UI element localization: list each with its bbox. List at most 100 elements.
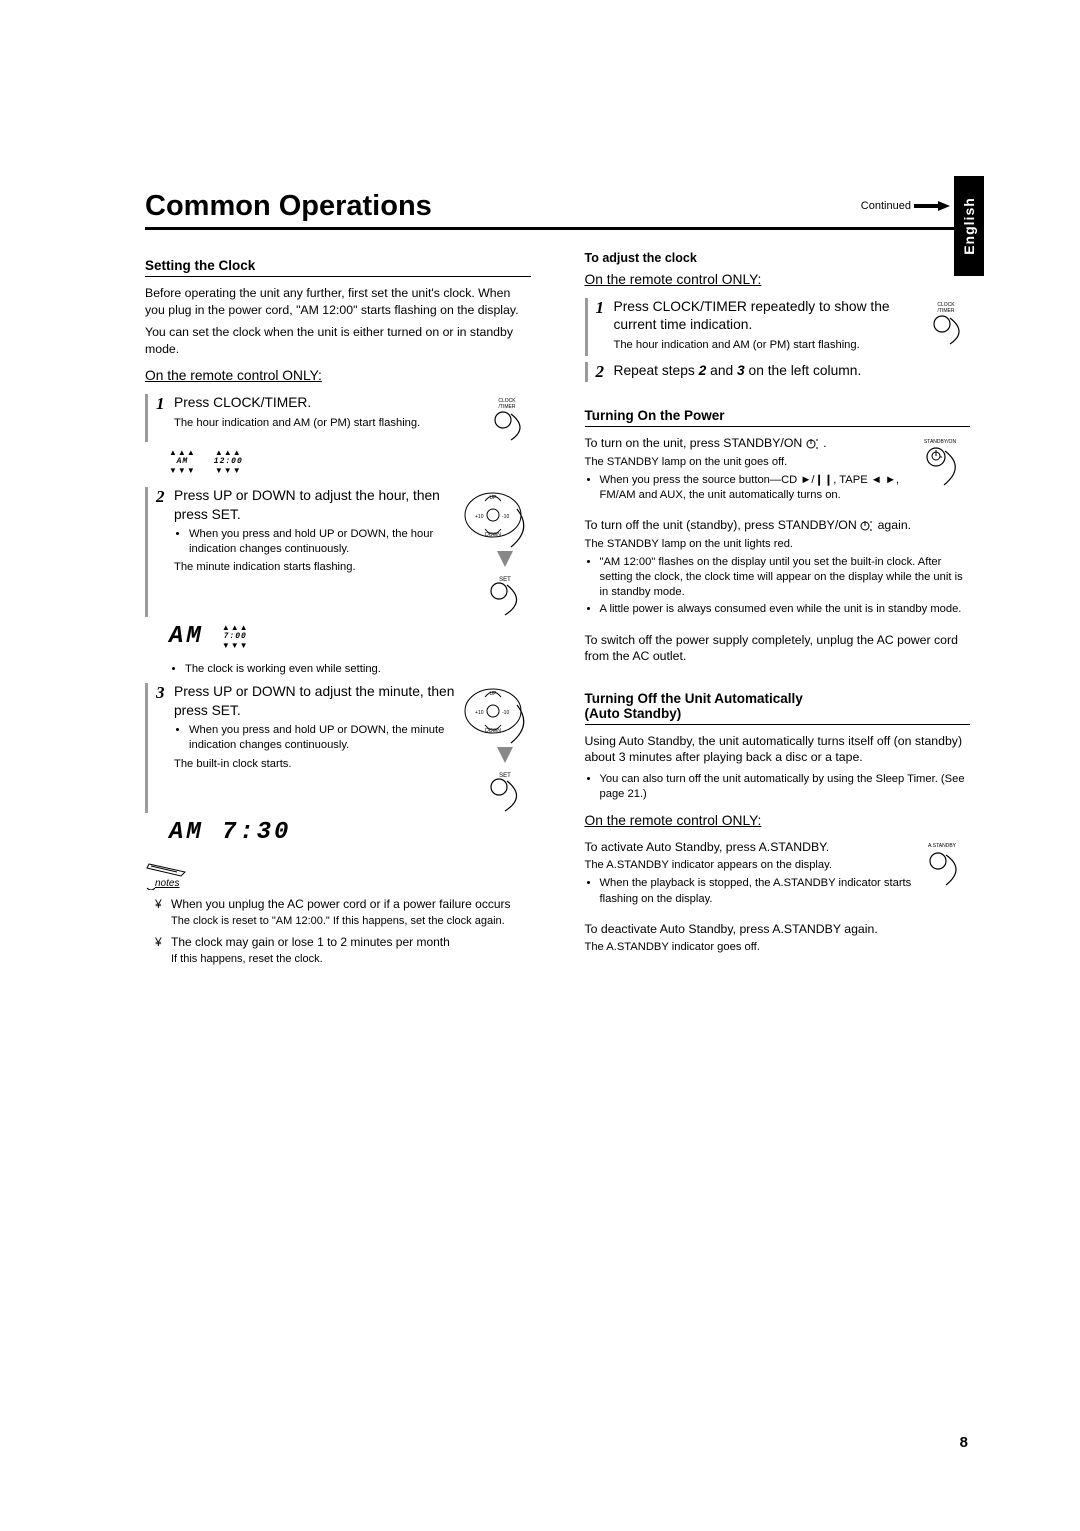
note-2: ¥The clock may gain or lose 1 to 2 minut… xyxy=(155,935,531,949)
step-1-body: CLOCK /TIMER Press CLOCK/TIMER. The hour… xyxy=(174,394,531,442)
r-step-2-lead: Repeat steps 2 and 3 on the left column. xyxy=(614,362,971,381)
clock-intro-2: You can set the clock when the unit is e… xyxy=(145,324,531,357)
svg-text:STANDBY/ON: STANDBY/ON xyxy=(924,439,957,445)
step-1-lead: Press CLOCK/TIMER. xyxy=(174,394,531,413)
power-on-p1: To turn on the unit, press STANDBY/ON . xyxy=(585,435,971,452)
setting-clock-heading: Setting the Clock xyxy=(145,258,531,273)
auto-b2: When the playback is stopped, the A.STAN… xyxy=(600,876,971,906)
left-column: Setting the Clock Before operating the u… xyxy=(145,244,531,973)
auto-activate: To activate Auto Standby, press A.STANDB… xyxy=(585,839,971,856)
r-step-1-sub: The hour indication and AM (or PM) start… xyxy=(614,338,971,353)
page-title: Common Operations xyxy=(145,190,970,223)
btn-label2: /TIMER xyxy=(498,404,515,410)
digits-indicator: ▲▲▲AM▼▼▼ xyxy=(169,448,196,475)
pob2: A little power is always consumed even w… xyxy=(600,602,971,617)
auto-b1: You can also turn off the unit automatic… xyxy=(600,772,971,802)
svg-text:-10: -10 xyxy=(502,514,509,520)
columns: Setting the Clock Before operating the u… xyxy=(145,244,970,973)
svg-text:A.STANDBY: A.STANDBY xyxy=(928,843,957,849)
svg-text:-10: -10 xyxy=(502,710,509,716)
step-2-body: UP DOWN +10 -10 SET Press UP or DOWN to xyxy=(174,487,531,617)
power-icon xyxy=(806,438,820,450)
digits-indicator: ▲▲▲7:00▼▼▼ xyxy=(222,623,249,650)
pencil-notes-icon: notes xyxy=(145,860,195,890)
svg-text:SET: SET xyxy=(499,773,511,779)
turning-on-heading: Turning On the Power xyxy=(585,408,971,423)
svg-text:notes: notes xyxy=(155,878,179,889)
r-step-1-body: CLOCK /TIMER Press CLOCK/TIMER repeatedl… xyxy=(614,298,971,356)
svg-text:+10: +10 xyxy=(475,710,484,716)
t: To turn off the unit (standby), press ST… xyxy=(585,518,861,532)
notes-list: ¥When you unplug the AC power cord or if… xyxy=(145,897,531,967)
power-off-p1: To turn off the unit (standby), press ST… xyxy=(585,517,971,534)
note-1: ¥When you unplug the AC power cord or if… xyxy=(155,897,531,911)
step-1: 1 CLOCK /TIMER Press CLOCK/TIMER. The ho… xyxy=(145,394,531,442)
svg-text:SET: SET xyxy=(499,577,511,583)
switch-off-p: To switch off the power supply completel… xyxy=(585,632,971,665)
seg-am-1: AM xyxy=(169,457,196,466)
yen-mark: ¥ xyxy=(155,897,171,911)
note-2-sub: If this happens, reset the clock. xyxy=(171,952,531,967)
h2-rule-2 xyxy=(585,426,971,427)
note-2-text: The clock may gain or lose 1 to 2 minute… xyxy=(171,935,450,949)
seg-am-3: AM xyxy=(169,819,204,846)
step-2: 2 UP DOWN +10 -10 SET xyxy=(145,487,531,617)
auto-bullets-1: You can also turn off the unit automatic… xyxy=(600,772,971,802)
r-step-num-1: 1 xyxy=(596,298,614,356)
clock-intro-1: Before operating the unit any further, f… xyxy=(145,285,531,318)
seg-time-2: 7:00 xyxy=(222,632,249,641)
r-step-1-lead: Press CLOCK/TIMER repeatedly to show the… xyxy=(614,298,971,335)
auto-bullets-2: When the playback is stopped, the A.STAN… xyxy=(600,876,971,906)
continued-label: Continued xyxy=(861,200,950,212)
svg-text:/TIMER: /TIMER xyxy=(938,308,955,314)
svg-text:DOWN: DOWN xyxy=(485,532,501,538)
language-label: English xyxy=(961,197,977,255)
note-1-sub: The clock is reset to "AM 12:00." If thi… xyxy=(171,914,531,929)
step-2-b2: The clock is working even while setting. xyxy=(185,662,531,677)
t: 3 xyxy=(737,363,745,378)
seg-am-2: AM xyxy=(169,623,204,650)
r-step-1: 1 CLOCK /TIMER Press CLOCK/TIMER repeate… xyxy=(585,298,971,356)
clock-timer-button-icon: CLOCK /TIMER xyxy=(483,394,531,442)
power-icon-2 xyxy=(860,520,874,532)
remote-only-3: On the remote control ONLY: xyxy=(585,812,971,831)
remote-only-1: On the remote control ONLY: xyxy=(145,367,531,386)
step-num-3: 3 xyxy=(156,683,174,813)
t: and xyxy=(706,363,737,378)
t: To activate Auto Standby, xyxy=(585,840,726,854)
r-step-2-body: Repeat steps 2 and 3 on the left column. xyxy=(614,362,971,383)
clock-timer-button-icon-2: CLOCK /TIMER xyxy=(922,298,970,346)
auto-act-p: The A.STANDBY indicator appears on the d… xyxy=(585,858,971,873)
continued-text: Continued xyxy=(861,200,911,212)
title-rule xyxy=(145,227,970,230)
adjust-clock-heading: To adjust the clock xyxy=(585,250,971,267)
step-2-extra: The clock is working even while setting. xyxy=(185,662,531,677)
step-1-sub: The hour indication and AM (or PM) start… xyxy=(174,416,531,431)
remote-only-2: On the remote control ONLY: xyxy=(585,271,971,290)
pob1: "AM 12:00" flashes on the display until … xyxy=(600,555,971,600)
auto-standby-heading: Turning Off the Unit Automatically (Auto… xyxy=(585,691,971,721)
t: . xyxy=(823,436,826,450)
seg-time-1: 12:00 xyxy=(214,457,243,466)
continued-arrow-icon xyxy=(914,201,950,211)
up-down-set-icon-2: UP DOWN +10 -10 SET xyxy=(461,683,531,813)
power-on-bullets: When you press the source button—CD ►/❙❙… xyxy=(600,473,971,503)
r-step-num-2: 2 xyxy=(596,362,614,383)
power-on-p2: The STANDBY lamp on the unit goes off. xyxy=(585,455,971,470)
display-am-700: AM ▲▲▲7:00▼▼▼ xyxy=(169,623,531,650)
svg-text:+10: +10 xyxy=(475,514,484,520)
yen-mark: ¥ xyxy=(155,935,171,949)
step-num-1: 1 xyxy=(156,394,174,442)
svg-text:DOWN: DOWN xyxy=(485,728,501,734)
t: Turning Off the Unit Automatically xyxy=(585,691,803,706)
t: press A.STANDBY. xyxy=(726,840,829,854)
right-column: To adjust the clock On the remote contro… xyxy=(585,244,971,973)
h2-rule xyxy=(145,276,531,277)
digits-indicator: ▲▲▲12:00▼▼▼ xyxy=(214,448,243,475)
display-am-1200: ▲▲▲AM▼▼▼ ▲▲▲12:00▼▼▼ xyxy=(169,448,531,475)
display-am-730: AM 7:30 xyxy=(169,819,531,846)
t: Repeat steps xyxy=(614,363,699,378)
t: on the left column. xyxy=(745,363,862,378)
auto-deact-p: The A.STANDBY indicator goes off. xyxy=(585,940,971,955)
note-1-text: When you unplug the AC power cord or if … xyxy=(171,897,511,911)
